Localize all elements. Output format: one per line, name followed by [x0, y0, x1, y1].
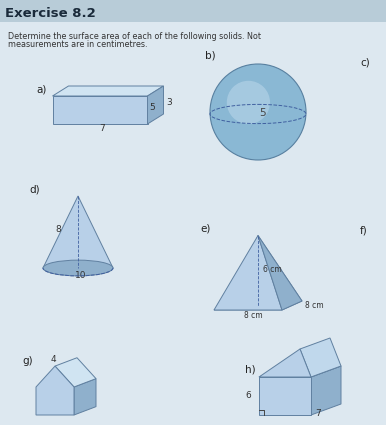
Ellipse shape: [43, 260, 113, 276]
Polygon shape: [300, 338, 341, 377]
Polygon shape: [36, 366, 74, 415]
Text: measurements are in centimetres.: measurements are in centimetres.: [8, 40, 147, 49]
Text: Determine the surface area of each of the following solids. Not: Determine the surface area of each of th…: [8, 32, 261, 41]
Polygon shape: [214, 235, 282, 310]
Polygon shape: [52, 86, 164, 96]
Text: h): h): [245, 365, 256, 375]
Text: Exercise 8.2: Exercise 8.2: [5, 6, 96, 20]
Text: 6: 6: [245, 391, 251, 400]
Text: c): c): [360, 57, 370, 67]
Text: 5: 5: [259, 108, 265, 118]
Text: 3: 3: [166, 98, 172, 107]
Polygon shape: [259, 349, 311, 377]
Polygon shape: [311, 366, 341, 415]
Text: f): f): [360, 225, 368, 235]
Polygon shape: [55, 358, 96, 387]
Polygon shape: [74, 379, 96, 415]
Polygon shape: [234, 235, 302, 301]
Polygon shape: [214, 301, 302, 310]
Text: 6 cm: 6 cm: [263, 266, 282, 275]
Text: 7: 7: [315, 408, 321, 417]
Polygon shape: [0, 0, 386, 22]
Text: 8 cm: 8 cm: [305, 300, 323, 309]
Text: 5: 5: [149, 103, 155, 112]
Text: 8: 8: [55, 225, 61, 234]
Circle shape: [227, 81, 270, 124]
Polygon shape: [52, 96, 147, 124]
Text: d): d): [29, 184, 40, 194]
Polygon shape: [259, 366, 341, 377]
Polygon shape: [147, 86, 164, 124]
Polygon shape: [43, 196, 113, 268]
Text: b): b): [205, 50, 216, 60]
Polygon shape: [258, 235, 302, 310]
Text: 8 cm: 8 cm: [244, 311, 262, 320]
Polygon shape: [259, 377, 311, 415]
Text: e): e): [200, 224, 210, 233]
Text: 4: 4: [50, 355, 56, 364]
Text: 10: 10: [75, 271, 87, 280]
Circle shape: [210, 64, 306, 160]
Text: 7: 7: [99, 124, 105, 133]
Text: g): g): [22, 356, 33, 366]
Text: a): a): [37, 84, 47, 94]
